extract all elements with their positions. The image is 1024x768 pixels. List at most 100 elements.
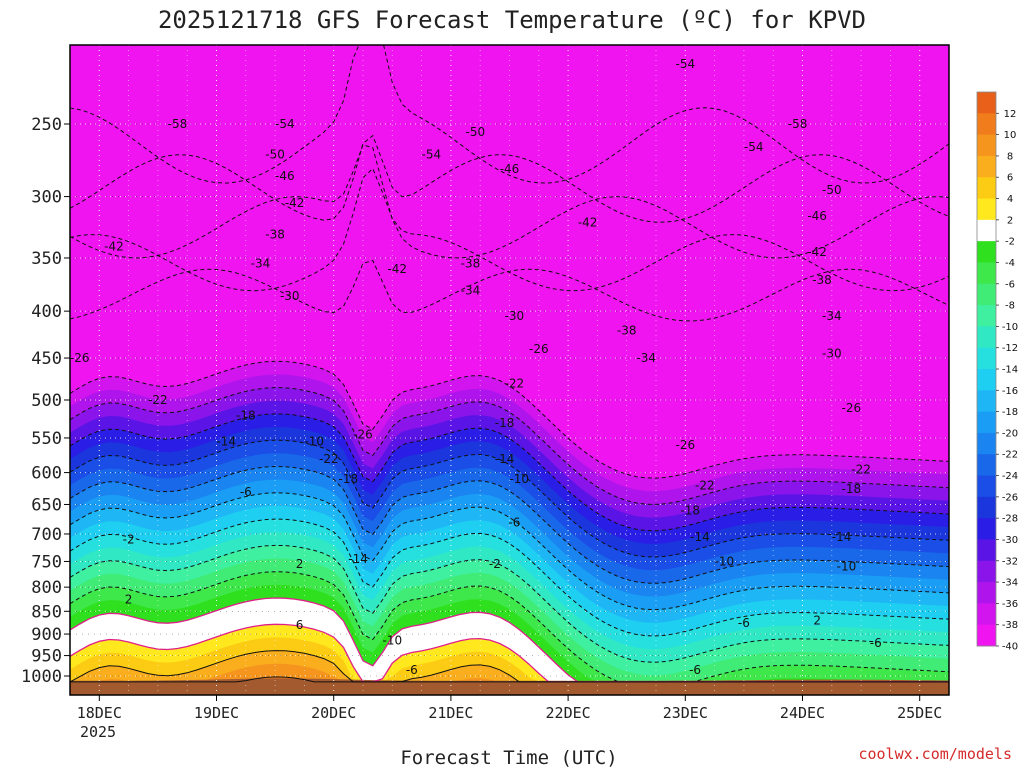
isotherm-label: -6 [738,616,750,630]
y-tick-label: 1000 [21,667,62,687]
isotherm-label: -18 [680,504,700,518]
isotherm-line [70,387,949,505]
isotherm-label: -10 [304,435,324,449]
isotherm-label: -18 [236,409,256,423]
isotherm-label: -22 [148,393,168,407]
isotherm-label: 2 [296,557,304,571]
isotherm-line [70,45,949,184]
isotherm-label: -14 [216,435,236,449]
colorbar-swatch [977,92,996,114]
isotherm-label: 6 [296,618,304,632]
y-tick-label: 800 [31,578,62,598]
colorbar-label: -26 [1002,492,1018,503]
isotherm-label: -30 [505,309,525,323]
isotherm-label: -10 [509,472,529,486]
x-tick-label: 18DEC [77,704,122,722]
isotherm-line [70,439,949,558]
isotherm-label: -22 [695,479,715,493]
colorbar-label: -14 [1002,365,1018,376]
colorbar-swatch [977,603,996,626]
colorbar-swatch [977,134,996,157]
isotherm-label: -50 [466,125,486,139]
colorbar-swatch [977,219,996,242]
isotherm-line [70,676,949,683]
isotherm-label: -38 [617,324,637,338]
isotherm-line [70,492,949,611]
isotherm-label: -10 [382,634,402,648]
y-tick-label: 750 [31,552,62,572]
colorbar-swatch [977,539,996,562]
isotherm-label: -34 [461,284,481,298]
colorbar-label: -16 [1002,386,1018,397]
x-tick-label: 24DEC [780,704,825,722]
colorbar-swatch [977,347,996,370]
colorbar-swatch [977,283,996,306]
isotherm-label: -42 [104,239,124,253]
x-tick-label: 25DEC [897,704,942,722]
isotherm-label: -14 [690,530,710,544]
colorbar-label: -12 [1002,343,1018,354]
colorbar-label: -22 [1002,450,1018,461]
isotherm-label: -50 [265,148,285,162]
colorbar-label: -28 [1002,514,1018,525]
x-tick-label: 23DEC [663,704,708,722]
y-tick-label: 650 [31,495,62,515]
y-tick-label: 950 [31,647,62,667]
isotherm-line [70,134,949,223]
isotherm-label: -42 [285,196,305,210]
isotherm-label: -58 [168,117,188,131]
chart-title: 2025121718 GFS Forecast Temperature (ºC)… [158,6,866,34]
colorbar-swatch [977,390,996,413]
isotherm-label: -42 [578,215,598,229]
isotherm-label: -38 [265,228,285,242]
colorbar-swatch [977,624,996,647]
isotherm-label: -18 [339,472,359,486]
x-tick-label: 22DEC [546,704,591,722]
y-tick-label: 450 [31,349,62,369]
colorbar-label: 6 [1007,173,1013,184]
isotherm-label: -34 [636,351,656,365]
isotherm-line [70,413,949,532]
isotherm-line [70,518,949,637]
isotherm-label: -46 [807,209,827,223]
isotherm-label: -22 [851,462,871,476]
y-tick-label: 250 [31,115,62,135]
isotherm-label: -38 [461,257,481,271]
colorbar-swatch [977,432,996,455]
isotherm-label: 2 [125,592,133,606]
y-tick-label: 350 [31,249,62,269]
isotherm-line [70,167,949,292]
colorbar-label: -38 [1002,620,1018,631]
credit-link[interactable]: coolwx.com/models [858,745,1012,763]
isotherm-lines [70,45,949,683]
x-axis-title: Forecast Time (UTC) [400,747,617,768]
isotherm-label: -18 [842,482,862,496]
isotherm-label: -38 [812,273,832,287]
colorbar-label: -18 [1002,407,1018,418]
colorbar-label: -8 [1005,301,1015,312]
isotherm-line [70,571,949,683]
isotherm-label: -46 [500,162,520,176]
isotherm-label: -22 [319,452,339,466]
isotherm-label: -26 [70,351,90,365]
isotherm-label: -26 [529,342,549,356]
colorbar-swatch [977,454,996,477]
isotherm-label: -2 [489,557,501,571]
y-axis: 250 300 350 400 450 500 550 600 650 700 750 800 850 9… [21,115,70,687]
colorbar-label: -10 [1002,322,1018,333]
isotherm-label: -34 [822,309,842,323]
isotherm-line [70,144,949,259]
isotherm-label: -2 [123,533,135,547]
colorbar-label: -36 [1002,599,1018,610]
isotherm-line [70,259,949,322]
isotherm-label: -58 [788,117,808,131]
colorbar-swatch [977,518,996,540]
isotherm-line [70,360,949,479]
colorbar-swatch [977,262,996,285]
isotherm-label: -54 [920,34,940,48]
isotherm-label: -42 [387,262,407,276]
isotherm-label: -46 [275,169,295,183]
y-tick-label: 700 [31,525,62,545]
isotherm-label: -54 [275,117,295,131]
